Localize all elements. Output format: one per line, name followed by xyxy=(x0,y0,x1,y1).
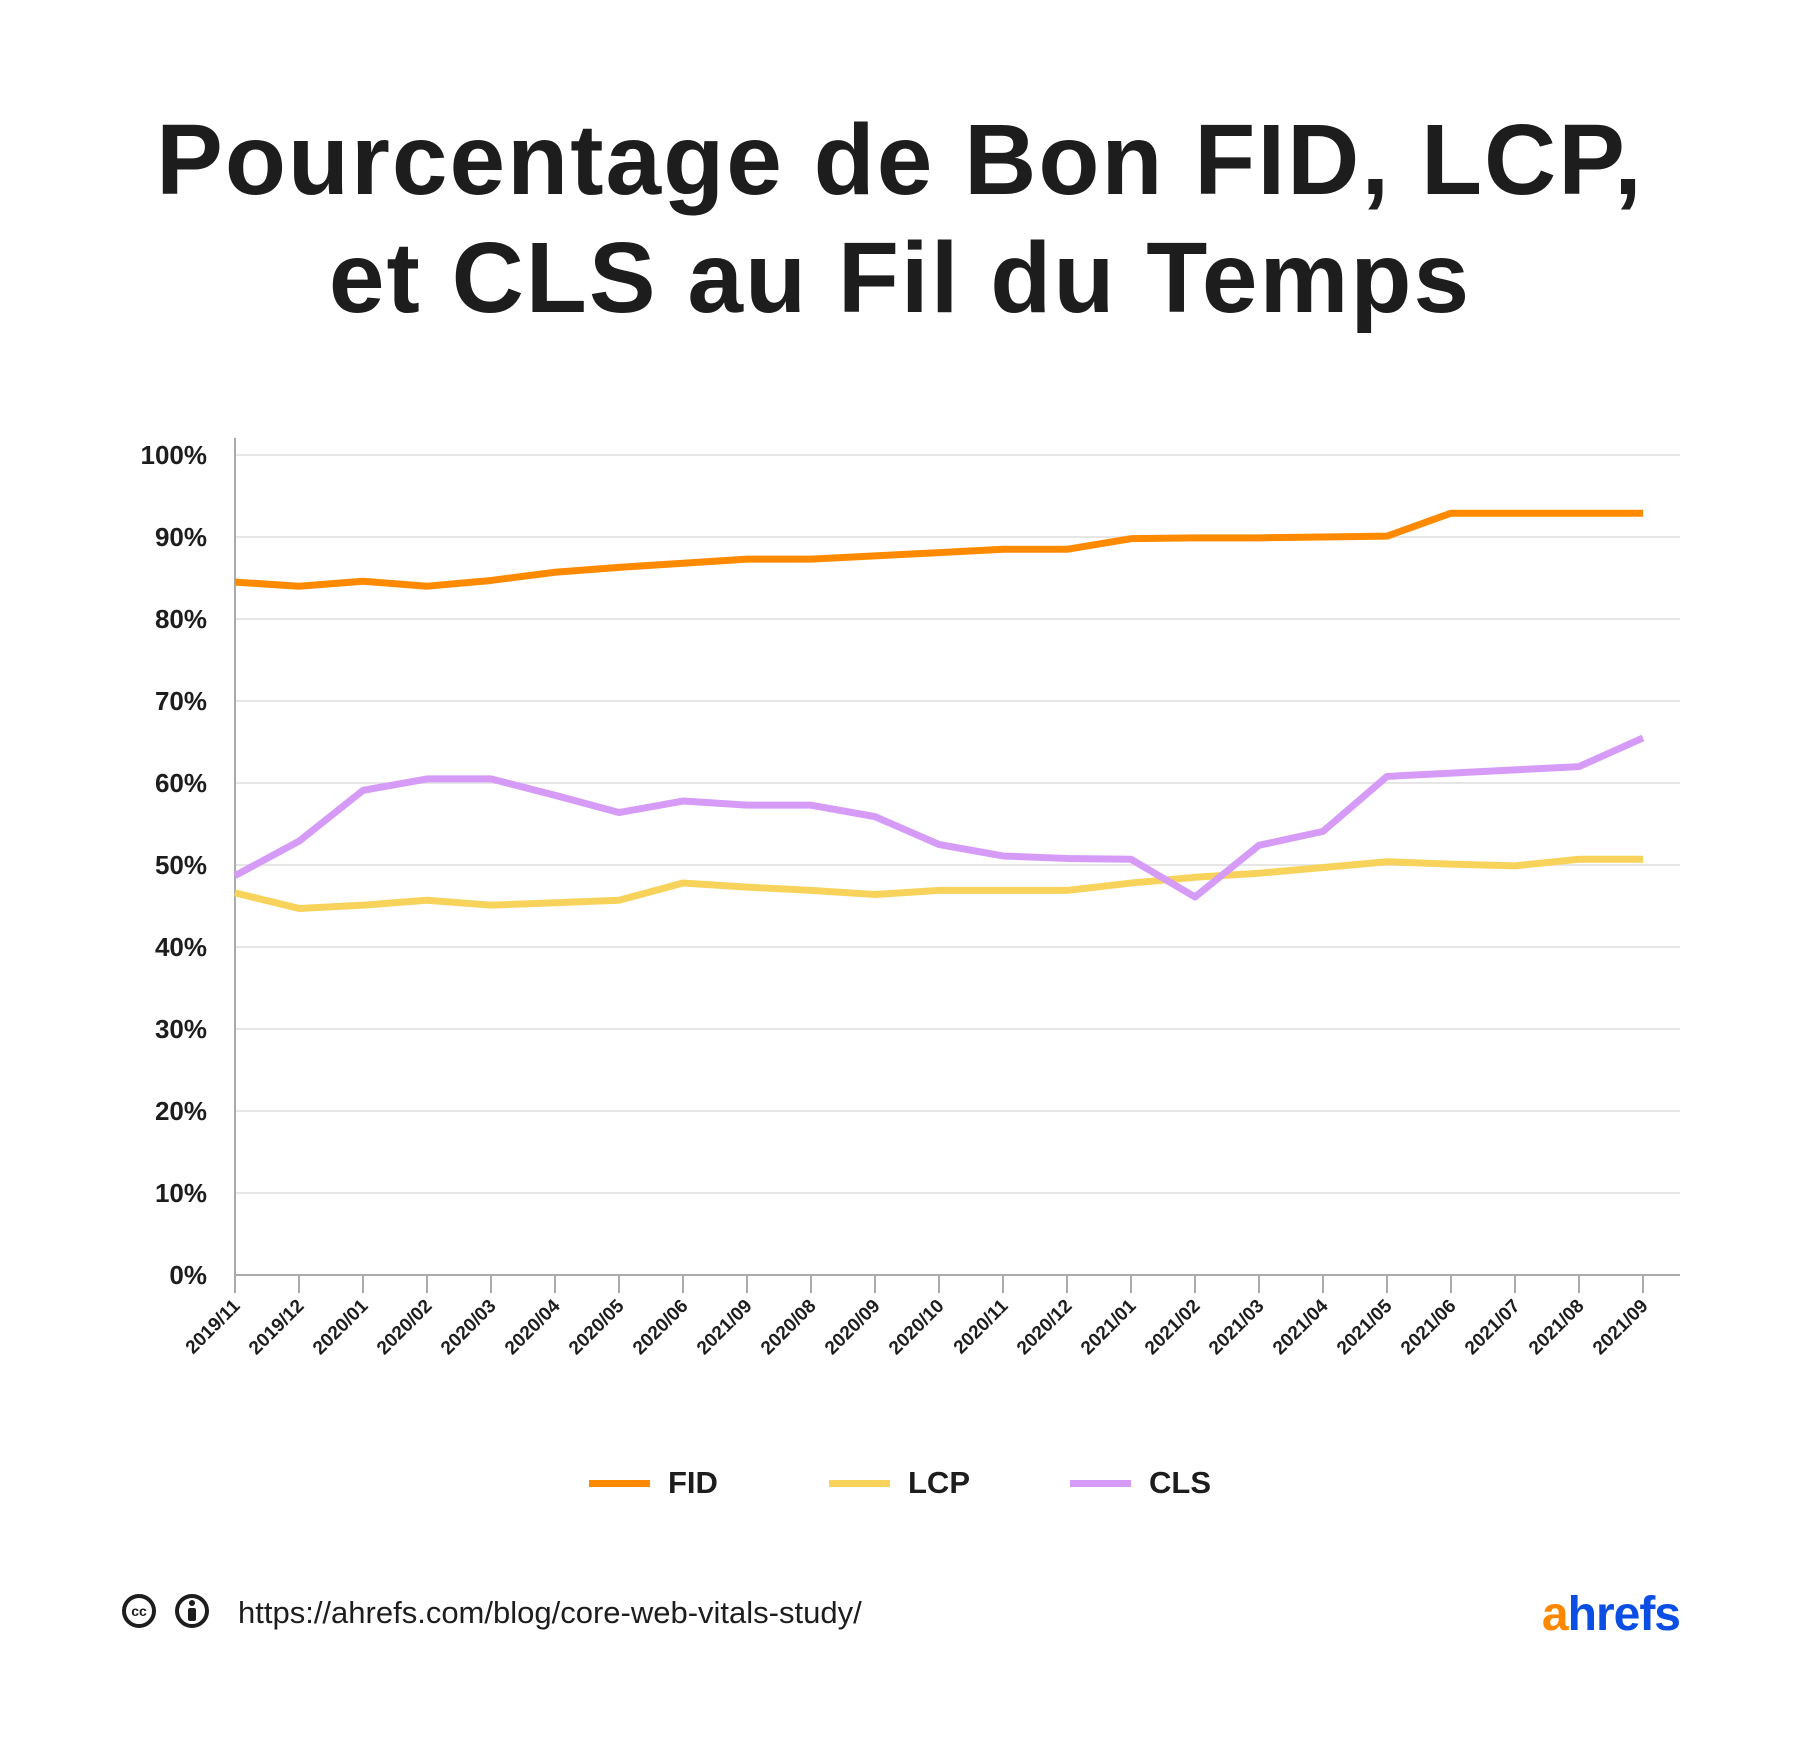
x-tick-label: 2020/02 xyxy=(373,1296,436,1359)
chart-title-line-1: Pourcentage de Bon FID, LCP, xyxy=(156,104,1644,216)
line-chart: 0% 10% 20% 30% 40% 50% 60% 70% 80% 90% 100% 2019/11… xyxy=(141,438,1680,1359)
y-tick-label: 10% xyxy=(155,1178,207,1208)
x-tick-label: 2019/11 xyxy=(182,1295,245,1358)
series-line-lcp xyxy=(234,855,1643,912)
source-url[interactable]: https://ahrefs.com/blog/core-web-vitals-… xyxy=(238,1595,862,1630)
x-tick-label: 2021/08 xyxy=(1525,1296,1588,1359)
x-tick-label: 2021/04 xyxy=(1269,1295,1333,1359)
legend-item-lcp: LCP xyxy=(829,1465,970,1501)
x-tick-label: 2020/09 xyxy=(821,1296,884,1359)
y-tick-label: 20% xyxy=(155,1096,207,1126)
y-tick-label: 50% xyxy=(155,850,207,880)
cc-icon: cc xyxy=(122,1594,156,1628)
x-tick-label: 2020/05 xyxy=(565,1295,629,1359)
x-tick-label: 2021/09 xyxy=(1589,1296,1652,1359)
y-tick-label: 80% xyxy=(155,604,207,634)
attribution-icon xyxy=(175,1594,209,1628)
y-tick-label: 40% xyxy=(155,932,207,962)
x-tick-label: 2020/08 xyxy=(757,1296,820,1359)
x-tick-label: 2021/05 xyxy=(1333,1295,1397,1359)
y-tick-label: 60% xyxy=(155,768,207,798)
legend-swatch xyxy=(829,1479,890,1487)
x-tick-label: 2020/04 xyxy=(501,1295,565,1359)
x-tick-label: 2020/10 xyxy=(885,1296,948,1359)
x-tick-label: 2021/02 xyxy=(1141,1296,1204,1359)
x-tick-label: 2020/01 xyxy=(309,1295,373,1359)
x-tick-label: 2021/01 xyxy=(1077,1295,1141,1359)
x-tick-label: 2021/07 xyxy=(1461,1296,1524,1359)
legend-label: LCP xyxy=(908,1465,970,1500)
legend-label: FID xyxy=(668,1465,718,1500)
x-tick-label: 2021/09 xyxy=(693,1296,756,1359)
x-tick-label: 2020/12 xyxy=(1013,1296,1076,1359)
legend-label: CLS xyxy=(1149,1465,1211,1500)
series-line-fid xyxy=(234,509,1643,590)
x-tick-label: 2020/06 xyxy=(629,1296,692,1359)
ahrefs-logo: ahrefs xyxy=(1541,1587,1681,1642)
y-tick-label: 30% xyxy=(155,1014,207,1044)
chart-title-line-2: et CLS au Fil du Temps xyxy=(328,222,1472,334)
y-tick-label: 70% xyxy=(155,686,207,716)
legend-item-fid: FID xyxy=(589,1465,718,1501)
series-line-cls xyxy=(233,734,1645,901)
x-tick-label: 2020/11 xyxy=(950,1295,1013,1358)
legend-swatch xyxy=(589,1479,650,1487)
legend-item-cls: CLS xyxy=(1070,1465,1211,1501)
x-tick-label: 2020/03 xyxy=(437,1296,500,1359)
x-tick-label: 2021/06 xyxy=(1397,1296,1460,1359)
x-tick-label: 2021/03 xyxy=(1205,1296,1268,1359)
y-tick-label: 0% xyxy=(169,1260,207,1290)
logo-a: a xyxy=(1541,1588,1569,1641)
legend-swatch xyxy=(1070,1479,1131,1487)
y-tick-label: 90% xyxy=(155,522,207,552)
logo-rest: hrefs xyxy=(1567,1588,1681,1641)
cc-text: cc xyxy=(131,1603,147,1619)
y-tick-label: 100% xyxy=(141,440,208,470)
x-tick-label: 2019/12 xyxy=(245,1296,308,1359)
